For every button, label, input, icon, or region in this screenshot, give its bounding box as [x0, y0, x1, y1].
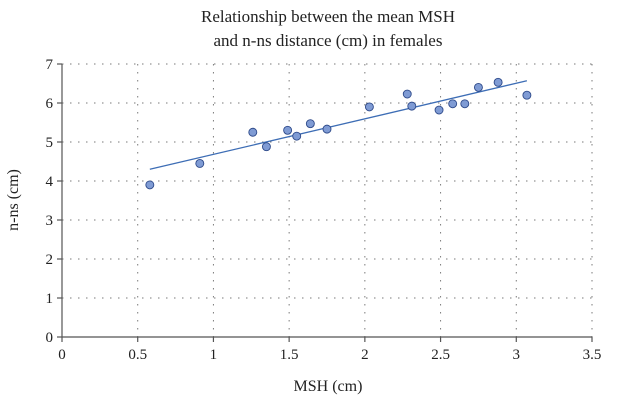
y-tick-label: 4 [46, 174, 54, 190]
data-point [261, 142, 271, 152]
x-tick-label: 0.5 [128, 347, 147, 363]
data-point [322, 124, 332, 134]
x-tick-label: 1 [210, 347, 218, 363]
data-point [460, 99, 470, 109]
chart-title-line-2: and n-ns distance (cm) in females [214, 31, 443, 50]
x-axis-label: MSH (cm) [294, 378, 363, 395]
data-points [145, 77, 532, 190]
y-tick-label: 6 [46, 96, 54, 112]
x-tick-label: 0 [58, 347, 66, 363]
data-point [292, 131, 302, 141]
data-point [195, 158, 205, 168]
y-tick-label: 5 [46, 135, 54, 151]
gridlines [62, 63, 593, 337]
y-tick-label: 0 [46, 330, 54, 346]
data-point [248, 127, 258, 137]
data-point [283, 125, 293, 135]
data-point [364, 102, 374, 112]
trendline-group [149, 80, 528, 170]
x-axis-tick-labels: 0 0.5 1 1.5 2 2.5 3 3.5 [58, 347, 601, 363]
data-point [145, 180, 155, 190]
chart-title: Relationship between the mean MSH and n-… [201, 7, 455, 50]
x-tick-label: 2 [361, 347, 369, 363]
axes [57, 63, 593, 342]
data-point [434, 105, 444, 115]
data-point [448, 99, 458, 109]
y-tick-label: 2 [46, 252, 54, 268]
data-point [473, 82, 483, 92]
x-tick-label: 3 [513, 347, 521, 363]
data-point [305, 119, 315, 129]
data-point [493, 77, 503, 87]
x-tick-label: 3.5 [583, 347, 602, 363]
y-tick-label: 1 [46, 291, 54, 307]
x-tick-label: 2.5 [431, 347, 450, 363]
x-tick-label: 1.5 [280, 347, 299, 363]
data-point [522, 90, 532, 100]
y-tick-label: 7 [46, 57, 54, 73]
y-tick-label: 3 [46, 213, 54, 229]
y-axis-tick-labels: 0 1 2 3 4 5 6 7 [46, 57, 54, 346]
data-point [402, 89, 412, 99]
data-point [407, 101, 417, 111]
chart-title-line-1: Relationship between the mean MSH [201, 7, 455, 26]
trendline [149, 80, 528, 170]
y-axis-label: n-ns (cm) [5, 169, 22, 231]
